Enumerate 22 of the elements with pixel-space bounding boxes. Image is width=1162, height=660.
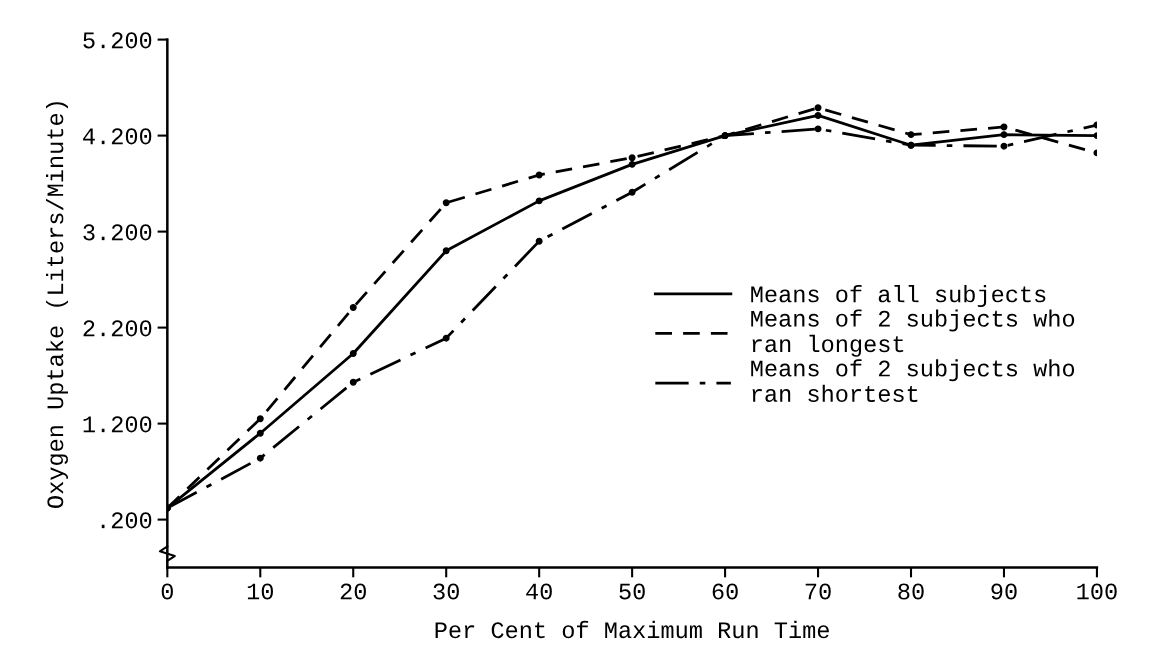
y-tick-label: .200 (101, 512, 152, 529)
y-tick-label: 4.200 (83, 128, 152, 145)
x-tick-label: 70 (805, 583, 831, 600)
x-tick-label: 60 (712, 583, 738, 600)
x-tick-label: 100 (1077, 583, 1117, 600)
y-tick-label: 5.200 (83, 32, 152, 49)
y-axis-title: Oxygen Uptake (Liters/Minute) (45, 102, 68, 508)
x-tick-label: 0 (161, 583, 173, 600)
legend-label: Means of 2 subjects who ran shortest (751, 359, 1075, 402)
x-axis-title: Per Cent of Maximum Run Time (435, 620, 829, 639)
x-tick-label: 50 (619, 583, 645, 600)
y-tick-label: 3.200 (83, 224, 152, 241)
legend-label: Means of all subjects (751, 285, 1046, 308)
x-tick-label: 10 (247, 583, 273, 600)
x-tick-label: 30 (433, 583, 459, 600)
x-tick-label: 80 (898, 583, 924, 600)
x-tick-label: 40 (526, 583, 552, 600)
x-tick-label: 20 (340, 583, 366, 600)
y-tick-label: 1.200 (83, 416, 152, 433)
y-tick-label: 2.200 (83, 320, 152, 337)
legend-label: Means of 2 subjects who ran longest (751, 309, 1075, 357)
x-tick-label: 90 (991, 583, 1017, 600)
